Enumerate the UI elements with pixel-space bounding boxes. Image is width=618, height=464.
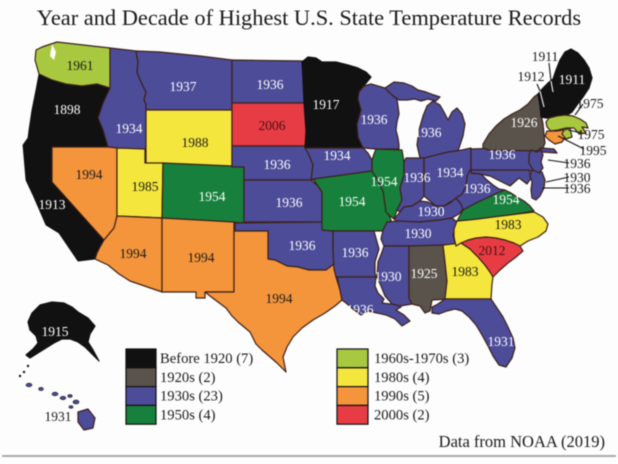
- svg-text:1936: 1936: [489, 147, 516, 162]
- svg-text:1988: 1988: [182, 135, 209, 150]
- svg-text:1983: 1983: [495, 217, 522, 232]
- svg-text:1930: 1930: [375, 269, 402, 284]
- svg-text:1912: 1912: [518, 69, 545, 84]
- svg-text:1937: 1937: [170, 79, 197, 94]
- svg-text:1994: 1994: [76, 167, 103, 182]
- svg-text:1915: 1915: [42, 324, 69, 339]
- svg-text:1936: 1936: [564, 181, 591, 196]
- svg-text:1975: 1975: [578, 127, 605, 142]
- svg-text:1936: 1936: [257, 77, 284, 92]
- svg-text:Before 1920 (7): Before 1920 (7): [160, 351, 253, 367]
- svg-text:1960s-1970s (3): 1960s-1970s (3): [374, 351, 469, 367]
- svg-text:1913: 1913: [39, 197, 66, 212]
- svg-text:1954: 1954: [339, 194, 366, 209]
- svg-text:1961: 1961: [67, 58, 94, 73]
- svg-text:1980s (4): 1980s (4): [374, 370, 430, 386]
- svg-text:1936: 1936: [342, 245, 369, 260]
- svg-text:1954: 1954: [493, 192, 520, 207]
- svg-text:1930: 1930: [418, 204, 445, 219]
- svg-text:1925: 1925: [411, 266, 438, 281]
- svg-text:1990s (5): 1990s (5): [374, 389, 430, 405]
- svg-text:1936: 1936: [276, 195, 303, 210]
- svg-text:1926: 1926: [511, 115, 538, 130]
- svg-text:1931: 1931: [45, 409, 72, 424]
- svg-text:1950s (4): 1950s (4): [160, 407, 216, 423]
- svg-text:1936: 1936: [464, 181, 491, 196]
- svg-text:1934: 1934: [324, 148, 351, 163]
- svg-text:1936: 1936: [361, 112, 388, 127]
- svg-text:1934: 1934: [437, 165, 464, 180]
- svg-text:1936: 1936: [289, 238, 316, 253]
- svg-text:2012: 2012: [479, 243, 506, 258]
- svg-text:2006: 2006: [259, 118, 286, 133]
- svg-text:1954: 1954: [371, 174, 398, 189]
- svg-text:2000s (2): 2000s (2): [374, 407, 430, 423]
- svg-text:1934: 1934: [116, 121, 143, 136]
- svg-text:1994: 1994: [266, 291, 293, 306]
- svg-text:1936: 1936: [404, 170, 431, 185]
- svg-text:1994: 1994: [120, 246, 147, 261]
- svg-text:1954: 1954: [199, 189, 226, 204]
- svg-text:1930: 1930: [405, 226, 432, 241]
- svg-text:1936: 1936: [347, 302, 374, 317]
- svg-text:1936: 1936: [264, 157, 291, 172]
- svg-text:1911: 1911: [559, 72, 586, 87]
- svg-text:1920s (2): 1920s (2): [160, 370, 216, 386]
- svg-text:1985: 1985: [132, 179, 159, 194]
- svg-text:1936: 1936: [415, 125, 442, 140]
- svg-text:1917: 1917: [313, 97, 340, 112]
- svg-text:1994: 1994: [188, 250, 215, 265]
- svg-text:1975: 1975: [577, 96, 604, 111]
- svg-text:1930s (23): 1930s (23): [160, 389, 223, 405]
- svg-text:1983: 1983: [452, 264, 479, 279]
- svg-text:1898: 1898: [54, 102, 81, 117]
- svg-text:1995: 1995: [580, 143, 607, 158]
- svg-text:1930: 1930: [564, 170, 591, 185]
- svg-text:1911: 1911: [532, 49, 559, 64]
- svg-text:1936: 1936: [564, 156, 591, 171]
- svg-text:1931: 1931: [488, 334, 515, 349]
